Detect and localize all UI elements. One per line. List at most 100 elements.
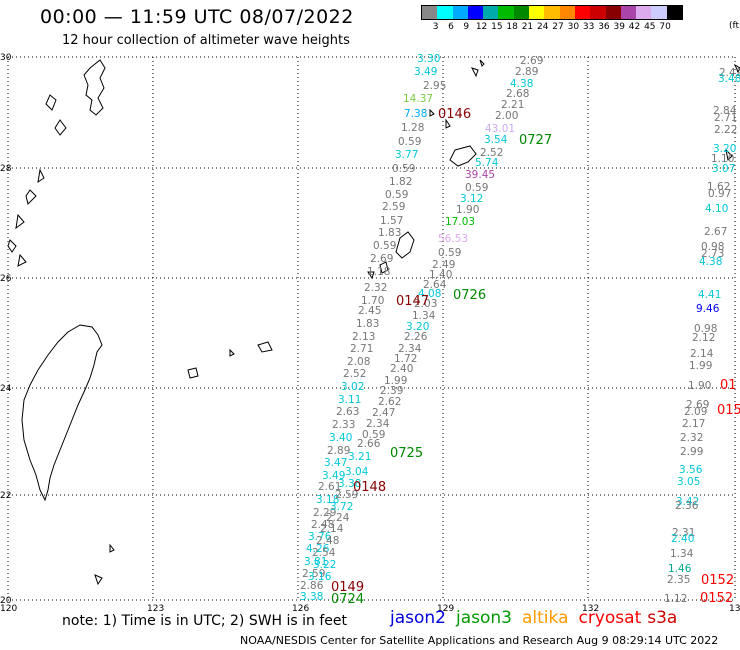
wave-height-label: 3.30 [417, 53, 440, 65]
wave-height-label: 1.72 [394, 353, 417, 365]
wave-height-label: 2.59 [335, 489, 358, 501]
wave-height-label: 3.40 [329, 432, 352, 444]
wave-height-label: 1.10 [711, 153, 734, 165]
wave-height-label: 3.22 [313, 559, 336, 571]
wave-height-label: 0.59 [362, 429, 385, 441]
legend-tick: 27 [552, 22, 564, 32]
wave-height-label: 2.99 [680, 446, 703, 458]
legend-tick: 15 [491, 22, 503, 32]
pass-time-label: 0724 [331, 592, 364, 607]
wave-height-label: 3.07 [712, 163, 735, 175]
wave-height-label: 3.38 [338, 478, 361, 490]
wave-height-label: 2.36 [675, 500, 699, 512]
wave-height-label: 2.63 [336, 406, 359, 418]
wave-height-label: 0.59 [398, 136, 421, 148]
wave-height-label: 2.48 [316, 535, 339, 547]
wave-height-label: 3.48 [718, 73, 740, 85]
legend-tick: 36 [598, 22, 610, 32]
wave-height-label: 3.49 [322, 470, 345, 482]
wave-height-label: 3.38 [300, 591, 323, 603]
legend-labels: 3 6 9 12 15 18 21 24 27 30 33 36 39 42 45 70 [421, 22, 683, 32]
legend-swatch [651, 6, 667, 19]
legend-swatch [559, 6, 575, 19]
legend-swatch [605, 6, 621, 19]
legend-tick: 3 [432, 22, 439, 32]
wave-height-label: 2.17 [682, 418, 705, 430]
wave-height-label: 2.40 [671, 533, 694, 545]
wave-height-label: 2.45 [358, 305, 381, 317]
legend-swatch [590, 6, 606, 19]
legend-swatch [498, 6, 514, 19]
lat-tick-label: 26 [0, 274, 12, 284]
lon-tick-label: 135 [729, 604, 740, 614]
wave-height-label: 2.21 [501, 99, 524, 111]
wave-height-label: 3.04 [345, 466, 369, 478]
wave-height-label: 2.40 [390, 363, 413, 375]
legend-swatch [574, 6, 591, 19]
wave-height-label: 43.01 [485, 123, 515, 135]
wave-height-label: 2.89 [327, 445, 350, 457]
wave-height-label: 3.02 [341, 381, 364, 393]
lon-tick-label: 123 [147, 604, 164, 614]
wave-height-label: 2.22 [714, 124, 737, 136]
okinawa-coastline [395, 231, 415, 259]
pass-time-label: 0725 [390, 446, 423, 461]
wave-height-label: 2.47 [372, 407, 395, 419]
wave-height-label: 3.77 [395, 149, 418, 161]
pass-time-label: 0148 [353, 480, 386, 495]
legend-tick: 30 [567, 22, 580, 32]
wave-height-label: 3.16 [308, 571, 332, 583]
wave-height-label: 2.31 [672, 527, 695, 539]
wave-height-label: 0.59 [465, 182, 488, 194]
wave-height-label: 39.45 [465, 169, 495, 181]
wave-height-label: 1.40 [429, 269, 452, 281]
wave-height-label: 1.83 [356, 318, 379, 330]
wave-height-label: 14.37 [403, 93, 433, 105]
wave-height-label: 2.71 [350, 343, 373, 355]
wave-height-label: 3.11 [338, 394, 361, 406]
wave-height-label: 2.42 [719, 67, 740, 79]
wave-height-label: 1.62 [707, 181, 730, 193]
legend-swatch [513, 6, 530, 19]
wave-height-label: 2.12 [692, 332, 715, 344]
credit-line: NOAA/NESDIS Center for Satellite Applica… [240, 634, 719, 647]
wave-height-label: 2.67 [704, 226, 727, 238]
lon-tick-label: 129 [437, 604, 454, 614]
lat-tick-label: 22 [0, 491, 11, 501]
wave-height-label: 2.64 [423, 279, 447, 291]
satellite-s3a: s3a [647, 608, 678, 628]
wave-height-label: 2.29 [313, 507, 336, 519]
wave-height-label: 2.59 [302, 568, 325, 580]
pass-time-label: 01 [720, 378, 737, 393]
legend-tick: 18 [506, 22, 518, 32]
pass-time-label: 0152 [701, 573, 734, 588]
legend-tick: 9 [463, 22, 470, 32]
wave-height-label: 2.00 [495, 110, 518, 122]
legend-swatch [620, 6, 637, 19]
coast-fragment [15, 168, 45, 230]
pass-time-label: 0147 [396, 294, 429, 309]
wave-height-label: 1.46 [668, 563, 692, 575]
legend-swatch [529, 6, 545, 19]
wave-height-label: 2.52 [343, 368, 366, 380]
pass-time-label: 0726 [453, 288, 486, 303]
wave-height-label: 1.70 [361, 295, 384, 307]
wave-height-label: 4.26 [306, 543, 330, 555]
legend-tick: 45 [644, 22, 656, 32]
wave-height-label: 2.86 [300, 580, 324, 592]
legend-swatch [467, 6, 484, 19]
satellite-cryosat: cryosat [578, 608, 642, 628]
pass-time-label: 015 [717, 403, 740, 418]
wave-height-label: 2.59 [382, 201, 405, 213]
wave-height-label: 3.21 [348, 451, 371, 463]
wave-height-label: 2.66 [357, 438, 381, 450]
island [187, 341, 273, 379]
island [445, 59, 485, 129]
legend-tick: 42 [628, 22, 641, 32]
wave-height-label: 3.05 [677, 476, 700, 488]
coast-fragment [54, 119, 67, 136]
wave-height-label: 2.34 [366, 418, 390, 430]
wave-height-label: 2.32 [680, 432, 703, 444]
pass-time-label: 0727 [519, 133, 552, 148]
